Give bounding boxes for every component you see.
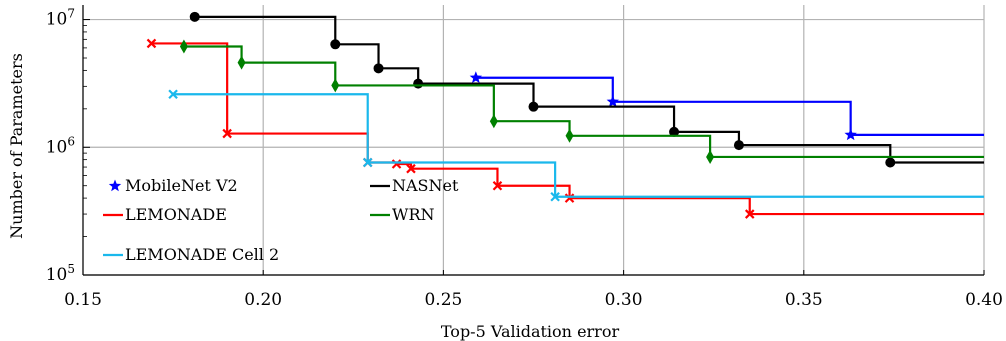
data-point	[373, 63, 384, 74]
y-tick-label: 106	[46, 134, 75, 157]
series-layer	[146, 11, 984, 219]
data-point	[237, 55, 246, 70]
data-point	[469, 71, 483, 84]
data-point	[706, 149, 715, 164]
y-axis-title: Number of Parameters	[7, 53, 26, 239]
data-point	[733, 140, 744, 151]
legend-label: NASNet	[392, 176, 459, 195]
series-wrn	[179, 39, 984, 164]
legend: MobileNet V2 NASNet LEMONADE WRN LEMONADE Ce…	[103, 176, 459, 264]
series-line	[475, 76, 984, 136]
x-tick-label: 0.15	[64, 290, 102, 310]
legend-item-nasnet: NASNet	[370, 176, 459, 195]
series-line	[194, 15, 984, 164]
data-point	[391, 159, 402, 169]
y-tick-label: 107	[46, 7, 75, 30]
series-line	[151, 42, 984, 216]
x-tick-label: 0.25	[424, 290, 462, 310]
tick-labels: 0.15 0.20 0.25 0.30 0.35 0.40 107 106 105	[46, 7, 1003, 310]
series-nasnet	[189, 11, 984, 168]
x-axis-title: Top-5 Validation error	[441, 322, 620, 341]
data-point	[179, 39, 188, 54]
axes	[82, 5, 985, 276]
data-point	[362, 157, 373, 168]
data-point	[565, 128, 574, 143]
data-point	[406, 163, 416, 174]
data-point	[844, 128, 857, 141]
data-point	[222, 128, 232, 139]
legend-item-mobilenet-v2: MobileNet V2	[108, 176, 238, 195]
data-point	[413, 78, 424, 89]
legend-item-lemonade-cell-2: LEMONADE Cell 2	[103, 245, 279, 264]
data-point	[146, 38, 157, 49]
x-tick-label: 0.30	[605, 290, 643, 310]
legend-item-wrn: WRN	[370, 205, 435, 224]
data-point	[489, 114, 498, 129]
legend-label: LEMONADE Cell 2	[125, 245, 279, 264]
data-point	[744, 209, 755, 219]
data-point	[492, 180, 503, 191]
data-point	[528, 101, 539, 112]
data-point	[331, 78, 340, 93]
series-lemonade-cell-2	[168, 89, 984, 202]
x-tick-label: 0.35	[785, 290, 823, 310]
data-point	[550, 191, 560, 202]
data-point	[606, 95, 619, 108]
legend-marker	[108, 179, 122, 192]
x-tick-label: 0.20	[244, 290, 282, 310]
data-point	[330, 39, 341, 50]
legend-label: MobileNet V2	[125, 176, 238, 195]
data-point	[669, 126, 680, 137]
data-point	[189, 11, 200, 22]
legend-label: WRN	[392, 205, 435, 224]
data-point	[564, 193, 575, 203]
x-tick-label: 0.40	[965, 290, 1003, 310]
legend-label: LEMONADE	[125, 205, 227, 224]
legend-item-lemonade: LEMONADE	[103, 205, 227, 224]
data-point	[168, 89, 178, 100]
data-point	[885, 157, 896, 168]
series-line	[173, 93, 984, 198]
series-mobilenet-v2	[469, 71, 984, 141]
y-tick-label: 105	[46, 262, 75, 285]
